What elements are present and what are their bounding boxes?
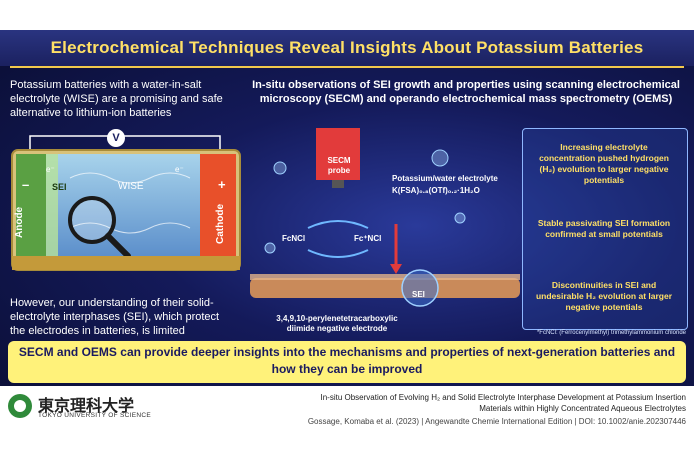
sei-battery-label: SEI <box>52 182 67 192</box>
university-seal-icon <box>8 394 32 418</box>
conclusion-bar <box>8 341 686 383</box>
university-name-en: TOKYO UNIVERSITY OF SCIENCE <box>38 412 151 419</box>
method-title: In-situ observations of SEI growth and p… <box>252 79 680 105</box>
cathode-block <box>200 154 236 266</box>
conclusion-text: SECM and OEMS can provide deeper insight… <box>18 345 676 376</box>
secm-probe <box>316 128 360 180</box>
anode-block <box>16 154 46 266</box>
anode-label: Anode <box>14 206 25 238</box>
sei-layer <box>46 154 58 266</box>
circuit-wire <box>29 135 221 150</box>
down-arrow-icon <box>390 264 402 274</box>
citation-line3: Gossage, Komaba et al. (2023) | Angewand… <box>307 417 686 426</box>
electron-label-left: e⁻ <box>46 165 55 174</box>
electrolyte-line1: Potassium/water electrolyte <box>392 174 498 183</box>
header-divider <box>10 66 684 68</box>
finding-3: Discontinuities in SEI and undesirable H… <box>535 280 673 312</box>
sei-diagram-label: SEI <box>412 290 425 299</box>
minus-sign: – <box>22 177 30 192</box>
fcncl-label: FcNCl <box>282 234 306 243</box>
intro-text: Potassium batteries with a water-in-salt… <box>10 79 223 119</box>
magnifier-icon <box>68 196 116 244</box>
battery-illustration <box>11 135 241 271</box>
citation-line1: In-situ Observation of Evolving H₂ and S… <box>320 393 686 402</box>
electrolyte-line2: K(FSA)₀.₈(OTf)₀.₂·1H₂O <box>392 186 480 195</box>
secm-diagram <box>250 128 520 307</box>
header-bar <box>0 30 694 66</box>
finding-2: Stable passivating SEI formation confirm… <box>537 218 671 239</box>
probe-label: SECM probe <box>327 156 351 175</box>
electrode-surface <box>250 278 520 298</box>
finding-1: Increasing electrolyte concentration pus… <box>539 142 669 185</box>
citation-line2: Materials within Highly Concentrated Aqu… <box>479 404 686 413</box>
fcncl-plus-label: Fc⁺NCl <box>354 234 382 243</box>
plus-sign: + <box>218 177 226 192</box>
voltmeter-icon: V <box>107 129 125 147</box>
sei-bubble <box>401 269 439 307</box>
limitation-text: However, our understanding of their soli… <box>10 297 220 337</box>
wise-label: WISE <box>118 181 144 192</box>
electrode-label: 3,4,9,10-perylenetetracarboxylic diimide… <box>276 314 398 333</box>
university-name-jp: 東京理科大学 <box>38 396 135 415</box>
findings-panel <box>522 128 688 330</box>
page-title: Electrochemical Techniques Reveal Insigh… <box>50 38 644 57</box>
footnote: *FcNCl: (Ferrocenylmethyl) trimethylammo… <box>536 330 686 336</box>
cathode-label: Cathode <box>215 204 226 244</box>
electron-label-right: e⁻ <box>175 165 184 174</box>
